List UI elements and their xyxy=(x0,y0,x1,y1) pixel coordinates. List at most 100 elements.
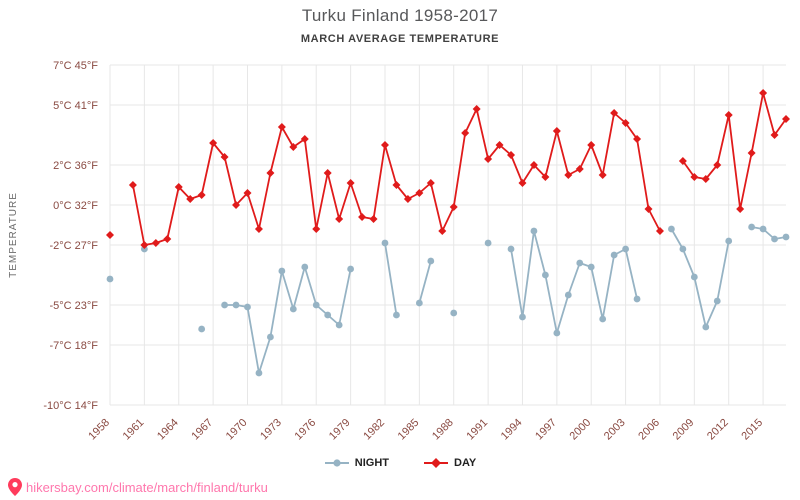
night-data-point xyxy=(782,233,790,241)
svg-text:7°C 45°F: 7°C 45°F xyxy=(53,60,98,72)
day-series xyxy=(106,89,790,249)
day-data-point xyxy=(220,153,229,161)
page-title: Turku Finland 1958-2017 xyxy=(301,6,499,25)
day-data-point xyxy=(518,179,527,187)
night-data-point xyxy=(244,303,251,311)
night-data-point xyxy=(289,305,297,313)
night-data-point xyxy=(450,309,458,317)
day-data-point xyxy=(770,131,779,139)
day-data-point xyxy=(541,173,550,181)
svg-text:1994: 1994 xyxy=(499,417,525,443)
night-data-point xyxy=(679,245,687,253)
day-data-point xyxy=(575,165,584,173)
night-data-point xyxy=(415,299,423,307)
svg-text:1967: 1967 xyxy=(189,417,215,443)
night-series xyxy=(106,223,790,377)
day-data-point xyxy=(106,231,114,239)
night-data-point xyxy=(267,333,274,341)
day-data-point xyxy=(782,115,790,123)
night-data-point xyxy=(587,263,595,271)
day-data-point xyxy=(484,155,493,163)
night-data-point xyxy=(198,325,206,333)
temperature-line-chart: 7°C 45°F 5°C 41°F 2°C 36°F 0°C 32°F -2°C 27°… xyxy=(8,60,790,443)
svg-text:1970: 1970 xyxy=(224,417,250,443)
day-data-point xyxy=(621,119,630,127)
night-data-point xyxy=(713,297,721,305)
day-data-point xyxy=(209,139,218,147)
day-data-point xyxy=(266,169,275,177)
night-data-point xyxy=(519,313,526,321)
legend-item-night[interactable]: NIGHT xyxy=(324,457,389,469)
day-data-point xyxy=(587,141,596,149)
day-data-point xyxy=(449,203,458,211)
day-data-point xyxy=(300,135,309,143)
night-data-point xyxy=(668,225,675,233)
day-data-point xyxy=(323,169,332,177)
day-data-point xyxy=(598,171,607,179)
svg-text:0°C 32°F: 0°C 32°F xyxy=(53,200,98,212)
day-data-point xyxy=(644,205,653,213)
day-data-point xyxy=(701,175,710,183)
night-legend-marker-icon xyxy=(324,459,349,467)
night-data-point xyxy=(610,251,618,259)
night-data-point xyxy=(324,311,332,319)
night-data-point xyxy=(576,259,584,267)
night-data-point xyxy=(530,227,538,235)
svg-text:2009: 2009 xyxy=(671,417,697,443)
day-data-point xyxy=(289,143,298,151)
day-data-point xyxy=(610,109,619,117)
location-pin-icon xyxy=(8,478,22,496)
night-data-point xyxy=(106,275,114,283)
chart-legend: NIGHT DAY xyxy=(0,457,800,469)
night-data-point xyxy=(255,369,263,377)
night-data-point xyxy=(427,257,435,265)
svg-text:1982: 1982 xyxy=(361,417,387,443)
legend-item-day[interactable]: DAY xyxy=(423,457,476,469)
svg-text:2006: 2006 xyxy=(636,417,662,443)
svg-text:2012: 2012 xyxy=(705,417,731,443)
day-data-point xyxy=(232,201,241,209)
night-data-point xyxy=(759,225,767,233)
footer: hikersbay.com/climate/march/finland/turk… xyxy=(8,478,268,496)
day-data-point xyxy=(713,161,722,169)
svg-text:1964: 1964 xyxy=(155,417,181,443)
day-data-point xyxy=(358,213,367,221)
day-data-point xyxy=(438,227,447,235)
night-data-point xyxy=(771,235,778,243)
day-data-point xyxy=(380,141,389,149)
day-data-point xyxy=(564,171,573,179)
night-data-point xyxy=(301,263,309,271)
night-data-point xyxy=(564,291,572,299)
footer-link[interactable]: hikersbay.com/climate/march/finland/turk… xyxy=(26,479,268,495)
day-data-point xyxy=(403,195,412,203)
day-data-point xyxy=(736,205,745,213)
day-data-point xyxy=(461,129,470,137)
day-data-point xyxy=(690,173,699,181)
night-data-point xyxy=(335,321,343,329)
svg-text:1985: 1985 xyxy=(396,417,422,443)
day-data-point xyxy=(346,179,355,187)
day-data-point xyxy=(495,141,504,149)
night-data-point xyxy=(507,245,515,253)
night-data-point xyxy=(221,301,228,309)
night-data-point xyxy=(484,239,492,247)
day-data-point xyxy=(415,189,424,197)
svg-text:1961: 1961 xyxy=(121,417,147,443)
day-data-point xyxy=(335,215,344,223)
day-data-point xyxy=(507,151,516,159)
svg-text:1997: 1997 xyxy=(533,417,559,443)
svg-text:1979: 1979 xyxy=(327,417,353,443)
day-data-point xyxy=(163,235,172,243)
y-axis-title: TEMPERATURE xyxy=(8,192,19,278)
day-data-point xyxy=(140,241,149,249)
night-data-point xyxy=(690,273,698,281)
svg-text:-2°C 27°F: -2°C 27°F xyxy=(49,240,98,252)
day-data-point xyxy=(174,183,183,191)
svg-text:1988: 1988 xyxy=(430,417,456,443)
day-data-point xyxy=(472,105,481,113)
night-data-point xyxy=(381,239,389,247)
day-data-point xyxy=(312,225,321,233)
day-data-point xyxy=(426,179,435,187)
y-axis-labels: 7°C 45°F 5°C 41°F 2°C 36°F 0°C 32°F -2°C 27°… xyxy=(43,60,98,412)
